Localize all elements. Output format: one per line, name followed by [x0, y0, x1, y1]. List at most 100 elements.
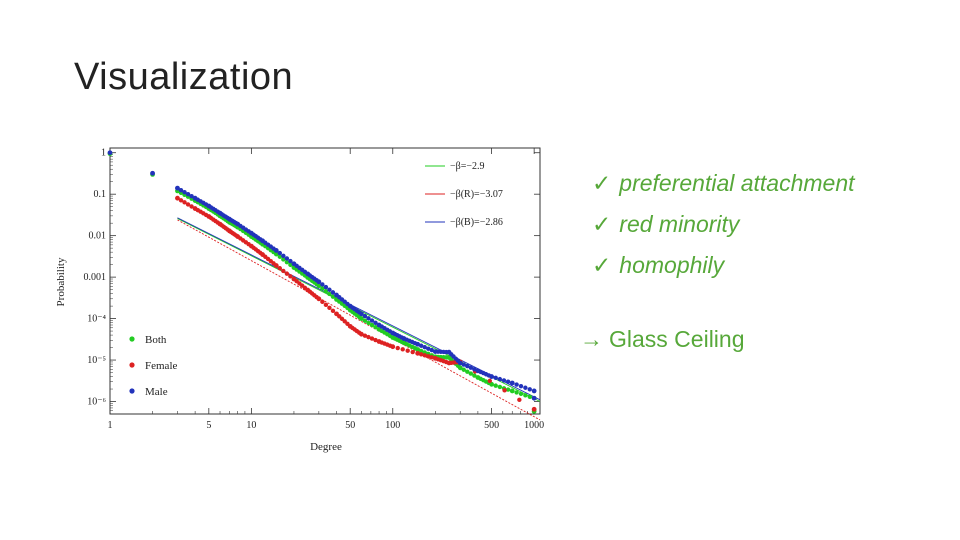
degree-distribution-chart: 1 5 10 50 100 500 1000 1 0.1 0.01 0.001 10⁻⁴ 10⁻⁵ 10⁻… — [55, 147, 544, 453]
point-both — [493, 383, 498, 388]
point-female — [502, 388, 507, 393]
point-male — [366, 316, 371, 321]
point-female — [320, 299, 325, 305]
point-male — [531, 395, 537, 401]
point-male — [422, 345, 427, 350]
series-legend-label: Male — [145, 386, 168, 398]
point-male — [316, 279, 322, 285]
point-female — [327, 305, 332, 311]
point-both — [327, 291, 332, 297]
point-both — [518, 391, 524, 397]
bullet-text: preferential attachment — [619, 170, 855, 196]
fit-legend: −β=−2.9 −β(R)=−3.07 −β(B)=−2.86 — [425, 161, 503, 228]
point-both — [273, 251, 279, 257]
bullet-item: ✓ homophily — [592, 248, 855, 289]
y-tick-label: 1 — [101, 148, 106, 159]
x-tick-label: 100 — [385, 420, 400, 431]
conclusion-line: → Glass Ceiling — [580, 326, 745, 353]
series-legend-marker — [129, 388, 135, 394]
point-both — [373, 324, 378, 330]
point-both — [369, 322, 375, 328]
point-both — [461, 367, 466, 372]
point-female — [400, 347, 405, 352]
data-points — [107, 150, 537, 414]
point-female — [185, 202, 191, 207]
x-tick-label: 1000 — [524, 420, 544, 431]
point-both — [330, 294, 336, 299]
y-tick-label: 0.1 — [94, 189, 107, 200]
point-female — [281, 268, 286, 274]
point-male — [327, 287, 332, 292]
point-female — [390, 344, 396, 350]
point-male — [369, 318, 375, 323]
x-axis-label: Degree — [310, 441, 342, 453]
point-female — [366, 334, 371, 340]
y-tick-label: 10⁻⁵ — [87, 355, 106, 366]
point-both — [288, 262, 293, 268]
point-male — [277, 250, 283, 256]
point-female — [415, 350, 421, 356]
point-female — [373, 337, 378, 343]
point-male — [429, 347, 434, 353]
fit-line — [177, 219, 541, 421]
point-male — [531, 388, 537, 394]
point-both — [457, 365, 463, 371]
point-both — [472, 373, 477, 378]
point-male — [273, 248, 279, 253]
point-male — [284, 256, 290, 261]
point-female — [323, 302, 329, 308]
fit-legend-label: −β=−2.9 — [450, 161, 485, 172]
series-legend-marker — [129, 362, 135, 368]
point-both — [320, 286, 325, 291]
point-both — [489, 381, 494, 387]
point-both — [497, 384, 503, 390]
point-female — [487, 378, 492, 384]
point-male — [415, 341, 421, 347]
point-female — [418, 352, 424, 357]
point-female — [426, 354, 431, 359]
point-male — [501, 378, 507, 383]
fit-legend-label: −β(R)=−3.07 — [450, 189, 503, 200]
point-female — [405, 348, 410, 353]
point-male — [189, 193, 194, 199]
x-tick-label: 10 — [246, 420, 256, 431]
point-both — [277, 254, 283, 259]
point-both — [362, 318, 368, 323]
arrow-right-icon: → — [580, 326, 603, 352]
point-male — [468, 365, 474, 370]
check-icon: ✓ — [592, 252, 612, 278]
x-tick-label: 50 — [345, 420, 355, 431]
point-female — [284, 271, 290, 276]
point-female — [277, 266, 283, 271]
point-female — [358, 331, 364, 337]
point-male — [373, 320, 378, 325]
y-tick-label: 10⁻⁴ — [87, 314, 106, 325]
point-both — [509, 388, 515, 394]
point-female — [330, 308, 336, 314]
point-both — [468, 371, 474, 376]
point-female — [288, 274, 293, 279]
y-tick-label: 0.01 — [89, 231, 107, 242]
point-both — [281, 257, 286, 262]
point-female — [517, 397, 522, 403]
point-both — [316, 283, 322, 289]
point-male — [182, 189, 187, 195]
point-female — [175, 195, 180, 201]
fit-legend-label: −β(B)=−2.86 — [450, 217, 503, 228]
slide-title: Visualization — [74, 56, 294, 98]
point-male — [457, 360, 463, 366]
point-male — [509, 380, 515, 386]
bullet-list: ✓ preferential attachment ✓ red minority ✓… — [592, 166, 855, 289]
point-both — [415, 347, 421, 352]
point-both — [523, 393, 528, 398]
point-male — [330, 290, 336, 295]
x-tick-label: 5 — [206, 420, 211, 431]
point-male — [150, 170, 155, 176]
point-both — [527, 394, 532, 399]
point-male — [362, 313, 368, 319]
point-male — [323, 284, 329, 290]
point-both — [284, 259, 290, 265]
point-female — [189, 204, 194, 209]
check-icon: ✓ — [592, 211, 612, 237]
point-male — [185, 191, 191, 197]
